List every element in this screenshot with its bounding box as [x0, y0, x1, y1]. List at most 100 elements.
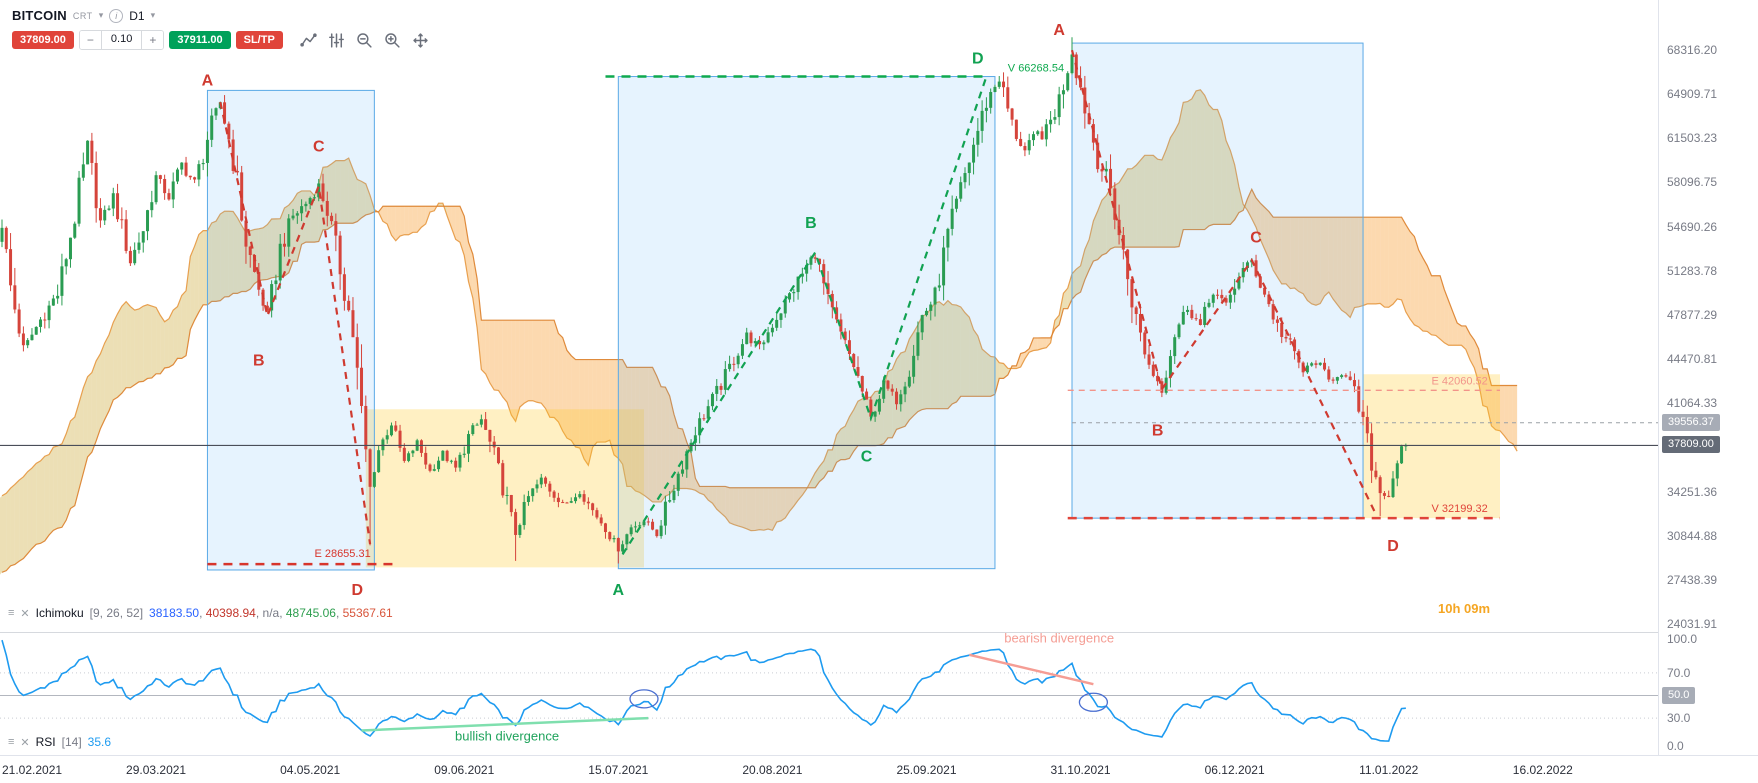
price-badge: 39556.37: [1662, 413, 1720, 431]
trendline-tool-icon[interactable]: [300, 32, 317, 49]
zoom-out-icon[interactable]: [356, 32, 373, 49]
time-tick: 31.10.2021: [1050, 763, 1111, 777]
decrease-button[interactable]: −: [79, 31, 101, 49]
time-tick: 16.02.2022: [1512, 763, 1573, 777]
price-tick: 44470.81: [1667, 352, 1718, 367]
quantity-stepper: − 0.10 +: [78, 30, 165, 50]
svg-text:B: B: [1152, 423, 1164, 440]
svg-text:A: A: [1053, 22, 1065, 39]
time-tick: 20.08.2021: [742, 763, 803, 777]
chart-toolbar: BITCOIN CRT ▾ i D1 ▾ 37809.00 − 0.10 + 3…: [12, 8, 429, 50]
rsi-tick: 100.0: [1667, 632, 1698, 646]
svg-text:D: D: [351, 582, 363, 599]
rsi-legend: ≡ ✕ RSI [14] 35.6: [8, 735, 111, 749]
svg-text:bearish divergence: bearish divergence: [1004, 630, 1114, 645]
ichimoku-value: 38183.50: [149, 606, 200, 620]
close-icon[interactable]: ✕: [20, 736, 30, 749]
svg-text:A: A: [613, 582, 625, 599]
rsi-level-badge: 50.0: [1662, 686, 1696, 704]
price-tick: 68316.20: [1667, 43, 1718, 57]
time-tick: 11.01.2022: [1359, 763, 1419, 777]
time-scale[interactable]: 21.02.2021 29.03.2021 04.05.2021 09.06.2021…: [0, 755, 1758, 783]
rsi-tick: 30.0: [1667, 711, 1691, 726]
separator: ,: [335, 606, 343, 620]
svg-text:C: C: [313, 139, 325, 156]
price-tick: 61503.23: [1667, 131, 1718, 146]
indicator-name: RSI: [35, 735, 56, 749]
close-icon[interactable]: ✕: [20, 607, 30, 620]
ichimoku-legend: ≡ ✕ Ichimoku [9, 26, 52] 38183.50, 40398…: [8, 606, 393, 620]
time-tick: 25.09.2021: [896, 763, 957, 777]
svg-text:bullish divergence: bullish divergence: [455, 729, 559, 744]
time-tick: 04.05.2021: [280, 763, 341, 777]
bar-countdown: 10h 09m: [1438, 601, 1491, 616]
target-zone-2[interactable]: [1363, 374, 1500, 519]
indicator-params: [14]: [61, 735, 82, 749]
ichimoku-value: 55367.61: [342, 606, 393, 620]
svg-text:E 28655.31: E 28655.31: [314, 548, 370, 560]
target-zone-1[interactable]: [365, 409, 644, 568]
svg-text:E 42060.52: E 42060.52: [1432, 375, 1488, 387]
price-tick: 51283.78: [1667, 263, 1718, 278]
svg-text:D: D: [972, 51, 984, 68]
price-tick: 54690.26: [1667, 219, 1718, 234]
indicator-params: [9, 26, 52]: [89, 606, 144, 620]
price-tick: 64909.71: [1667, 87, 1718, 102]
legend-menu-icon[interactable]: ≡: [8, 736, 15, 748]
pane-separator[interactable]: [0, 632, 1758, 633]
time-tick: 09.06.2021: [434, 763, 495, 777]
price-tick: 24031.91: [1667, 617, 1718, 631]
price-scale[interactable]: 68316.20 64909.71 61503.23 58096.75 54690.26…: [1658, 0, 1758, 755]
buy-button[interactable]: 37911.00: [169, 31, 231, 49]
rsi-tick: 70.0: [1667, 665, 1691, 680]
indicators-icon[interactable]: [328, 32, 345, 49]
market-type-label: CRT: [72, 10, 93, 21]
legend-menu-icon[interactable]: ≡: [8, 607, 15, 619]
price-tick: 47877.29: [1667, 307, 1718, 322]
chevron-down-icon[interactable]: ▾: [150, 10, 156, 20]
indicator-name: Ichimoku: [35, 606, 84, 620]
sltp-button[interactable]: SL/TP: [235, 31, 283, 49]
svg-text:C: C: [861, 448, 873, 465]
svg-text:V 66268.54: V 66268.54: [1008, 63, 1064, 75]
chart-tools: [300, 32, 429, 49]
symbol-name: BITCOIN: [12, 8, 67, 23]
svg-text:B: B: [253, 353, 265, 370]
indicator-value: 35.6: [87, 735, 112, 749]
price-tick: 41064.33: [1667, 396, 1718, 411]
ichimoku-value: n/a: [262, 606, 280, 620]
ichimoku-value: 48745.06: [285, 606, 336, 620]
pan-icon[interactable]: [412, 32, 429, 49]
price-tick: 34251.36: [1667, 484, 1718, 499]
svg-text:C: C: [1250, 229, 1262, 246]
svg-text:D: D: [1387, 538, 1399, 555]
time-tick: 06.12.2021: [1204, 763, 1265, 777]
svg-text:B: B: [805, 215, 817, 232]
zoom-in-icon[interactable]: [384, 32, 401, 49]
time-tick: 29.03.2021: [126, 763, 187, 777]
separator: ,: [255, 606, 263, 620]
ichimoku-value: 40398.94: [205, 606, 256, 620]
pattern-box-2[interactable]: [617, 76, 996, 570]
increase-button[interactable]: +: [142, 31, 164, 49]
price-tick: 30844.88: [1667, 528, 1718, 543]
time-tick: 21.02.2021: [2, 763, 63, 777]
indicator-values: 38183.50, 40398.94, n/a, 48745.06, 55367…: [149, 606, 393, 620]
svg-text:A: A: [202, 73, 214, 90]
price-badge: 37809.00: [1662, 436, 1720, 454]
separator: ,: [199, 606, 206, 620]
timeframe-select[interactable]: D1: [129, 8, 145, 23]
price-chart[interactable]: V 66268.54 E 28655.31 E 42060.52 V 32199.32…: [0, 0, 1658, 755]
price-tick: 27438.39: [1667, 572, 1718, 587]
rsi-tick: 0.0: [1667, 739, 1684, 753]
svg-text:V 32199.32: V 32199.32: [1432, 503, 1488, 515]
time-tick: 15.07.2021: [588, 763, 649, 777]
chevron-down-icon[interactable]: ▾: [98, 10, 104, 20]
separator: ,: [279, 606, 286, 620]
sell-button[interactable]: 37809.00: [12, 31, 74, 49]
price-tick: 58096.75: [1667, 175, 1718, 190]
pattern-box-3[interactable]: [1071, 42, 1364, 519]
quantity-value[interactable]: 0.10: [100, 31, 143, 49]
info-icon[interactable]: i: [109, 8, 124, 23]
